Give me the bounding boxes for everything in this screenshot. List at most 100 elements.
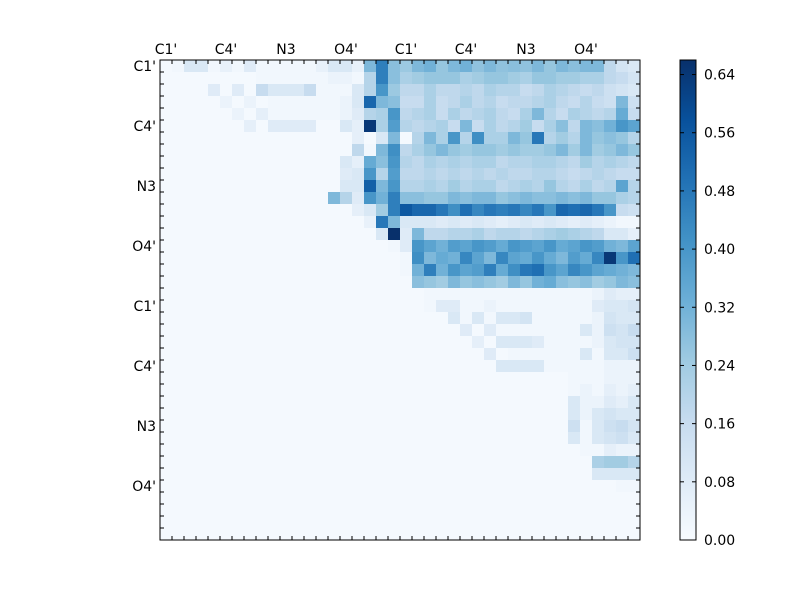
heatmap-cell: [412, 468, 425, 481]
heatmap-cell: [196, 444, 209, 457]
heatmap-cell: [532, 444, 545, 457]
heatmap-cell: [268, 252, 281, 265]
heatmap-cell: [256, 132, 269, 145]
heatmap-cell: [184, 96, 197, 109]
heatmap-cell: [364, 216, 377, 229]
heatmap-cell: [364, 144, 377, 157]
heatmap-cell: [448, 120, 461, 133]
heatmap-cell: [616, 264, 629, 277]
heatmap-cell: [268, 132, 281, 145]
heatmap-cell: [580, 96, 593, 109]
heatmap-cell: [532, 72, 545, 85]
heatmap-cell: [292, 216, 305, 229]
heatmap-cell: [328, 252, 341, 265]
heatmap-cell: [316, 288, 329, 301]
heatmap-cell: [244, 348, 257, 361]
heatmap-cell: [268, 408, 281, 421]
heatmap-cell: [244, 144, 257, 157]
heatmap-cell: [508, 288, 521, 301]
heatmap-cell: [304, 396, 317, 409]
heatmap-cell: [220, 432, 233, 445]
heatmap-cell: [244, 456, 257, 469]
heatmap-cell: [496, 456, 509, 469]
heatmap-cell: [568, 468, 581, 481]
heatmap-cell: [280, 96, 293, 109]
heatmap-cell: [508, 348, 521, 361]
heatmap-cell: [292, 228, 305, 241]
heatmap-cell: [364, 276, 377, 289]
heatmap-cell: [160, 444, 173, 457]
heatmap-cell: [628, 108, 641, 121]
heatmap-cell: [316, 168, 329, 181]
heatmap-cell: [208, 456, 221, 469]
heatmap-cell: [568, 348, 581, 361]
heatmap-cell: [376, 360, 389, 373]
heatmap-cell: [544, 288, 557, 301]
heatmap-cell: [532, 216, 545, 229]
heatmap-cell: [304, 120, 317, 133]
heatmap-cell: [616, 360, 629, 373]
heatmap-cell: [328, 300, 341, 313]
heatmap-cell: [412, 240, 425, 253]
heatmap-cell: [532, 288, 545, 301]
heatmap-cell: [412, 168, 425, 181]
heatmap-cell: [220, 420, 233, 433]
heatmap-cell: [364, 120, 377, 133]
heatmap-cell: [436, 336, 449, 349]
heatmap-cell: [208, 324, 221, 337]
heatmap-cell: [496, 228, 509, 241]
heatmap-cell: [448, 348, 461, 361]
heatmap-cell: [232, 420, 245, 433]
heatmap-cell: [208, 264, 221, 277]
heatmap-cell: [388, 192, 401, 205]
heatmap-cell: [160, 348, 173, 361]
heatmap-cell: [580, 348, 593, 361]
heatmap-cell: [172, 252, 185, 265]
heatmap-cell: [604, 276, 617, 289]
heatmap-cell: [184, 408, 197, 421]
heatmap-cell: [472, 228, 485, 241]
heatmap-cell: [376, 240, 389, 253]
heatmap-cell: [160, 132, 173, 145]
heatmap-cell: [220, 444, 233, 457]
colorbar-tick-label: 0.16: [704, 417, 735, 433]
heatmap-cell: [592, 468, 605, 481]
heatmap-cell: [532, 456, 545, 469]
heatmap-cell: [160, 84, 173, 97]
heatmap-cell: [268, 120, 281, 133]
heatmap-cell: [604, 516, 617, 529]
heatmap-cell: [328, 288, 341, 301]
heatmap-cell: [280, 444, 293, 457]
heatmap-cell: [592, 480, 605, 493]
heatmap-cell: [544, 180, 557, 193]
heatmap-cell: [520, 180, 533, 193]
heatmap-cell: [340, 228, 353, 241]
heatmap-cell: [400, 432, 413, 445]
heatmap-cell: [520, 384, 533, 397]
heatmap-cell: [232, 120, 245, 133]
heatmap-cell: [256, 192, 269, 205]
colorbar-tick-label: 0.24: [704, 358, 735, 374]
heatmap-cell: [532, 120, 545, 133]
heatmap-cell: [160, 480, 173, 493]
heatmap-cell: [292, 204, 305, 217]
heatmap-cell: [472, 96, 485, 109]
heatmap-cell: [268, 432, 281, 445]
heatmap-cell: [400, 360, 413, 373]
heatmap-cell: [532, 360, 545, 373]
heatmap-cell: [400, 60, 413, 73]
heatmap-cell: [316, 312, 329, 325]
y-tick-label: O4': [132, 479, 156, 495]
heatmap-cell: [328, 144, 341, 157]
heatmap-cell: [568, 264, 581, 277]
heatmap-cell: [424, 204, 437, 217]
axis-ticks: [159, 59, 641, 541]
heatmap-cell: [172, 192, 185, 205]
heatmap-cell: [604, 252, 617, 265]
heatmap-cell: [316, 108, 329, 121]
heatmap-cell: [436, 276, 449, 289]
heatmap-cell: [364, 384, 377, 397]
heatmap-cell: [292, 504, 305, 517]
heatmap-cell: [388, 372, 401, 385]
heatmap-cell: [628, 444, 641, 457]
